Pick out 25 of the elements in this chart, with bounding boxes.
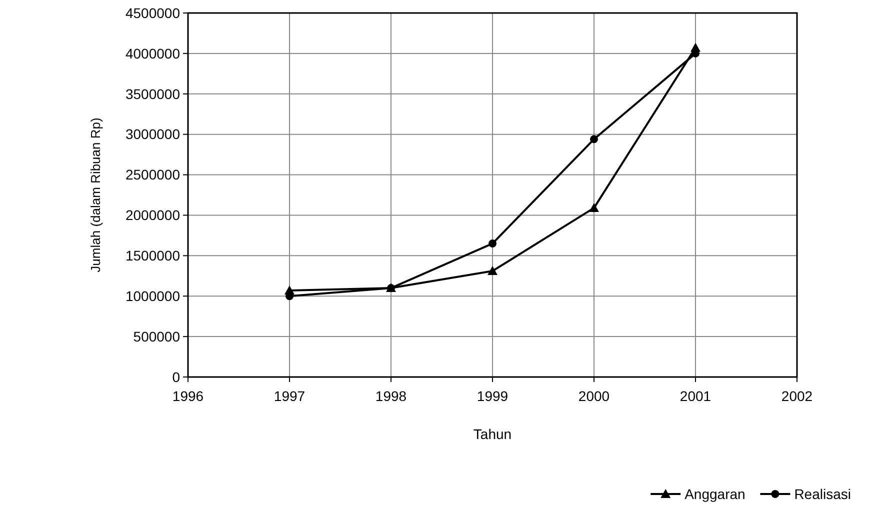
y-tick-label: 4000000 [125, 45, 180, 62]
x-tick-label: 1998 [375, 388, 407, 404]
x-tick-label: 1996 [172, 388, 204, 404]
y-tick-label: 500000 [133, 328, 180, 344]
y-tick-label: 1000000 [125, 288, 180, 304]
x-axis-title: Tahun [473, 426, 512, 442]
x-tick-label: 2002 [781, 388, 813, 404]
legend-label: Realisasi [794, 486, 852, 502]
x-tick-label: 2001 [680, 388, 712, 404]
x-tick-label: 1999 [476, 388, 508, 404]
point [488, 266, 498, 276]
x-tick-label: 2000 [578, 388, 610, 404]
y-tick-label: 2000000 [125, 207, 180, 224]
y-tick-label: 1500000 [125, 248, 180, 264]
y-tick-label: 3500000 [125, 86, 180, 102]
point [589, 202, 599, 212]
y-tick-label: 2500000 [125, 166, 180, 183]
y-axis-title: Jumlah (dalam Ribuan Rp) [88, 118, 103, 272]
y-tick-label: 0 [172, 368, 180, 385]
point [488, 240, 496, 248]
legend-label: Anggaran [684, 486, 746, 502]
y-tick-label: 3000000 [125, 126, 180, 142]
point [590, 135, 598, 144]
x-tick-label: 1997 [274, 388, 306, 404]
y-tick-label: 4500000 [125, 4, 180, 21]
